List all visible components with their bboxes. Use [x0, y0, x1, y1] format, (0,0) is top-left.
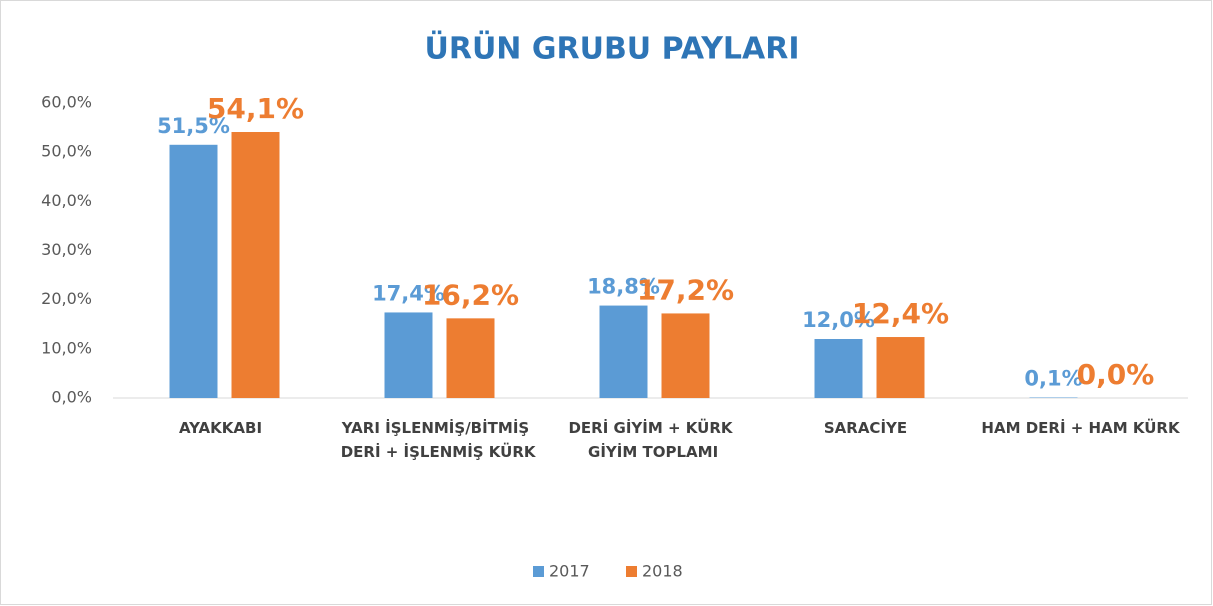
bar — [599, 305, 648, 398]
legend-label: 2018 — [642, 562, 683, 581]
data-label: 16,2% — [422, 278, 519, 311]
y-tick-label: 10,0% — [41, 338, 92, 357]
legend-swatch — [626, 566, 637, 577]
x-tick-label: YARI İŞLENMİŞ/BİTMİŞ DERİ + İŞLENMİŞ KÜR… — [335, 418, 536, 461]
bar — [169, 144, 218, 398]
data-label: 12,4% — [852, 297, 949, 330]
legend-label: 2017 — [549, 562, 590, 581]
y-tick-label: 20,0% — [41, 289, 92, 308]
data-label: 54,1% — [207, 92, 304, 125]
data-label: 0,0% — [1077, 358, 1155, 391]
y-tick-label: 30,0% — [41, 240, 92, 259]
x-tick-label: SARACİYE — [824, 418, 907, 437]
y-tick-label: 40,0% — [41, 191, 92, 210]
x-tick-label: AYAKKABI — [179, 419, 262, 437]
bar — [446, 318, 495, 398]
data-label: 18,8% — [587, 275, 660, 299]
y-tick-label: 50,0% — [41, 142, 92, 161]
bar — [661, 313, 710, 398]
data-label: 51,5% — [157, 114, 230, 138]
x-tick-label: DERİ GİYİM + KÜRK GİYİM TOPLAMI — [568, 418, 733, 461]
bar — [814, 339, 863, 398]
data-label: 17,4% — [372, 281, 445, 305]
legend-swatch — [533, 566, 544, 577]
data-label: 12,0% — [802, 308, 875, 332]
chart-title: ÜRÜN GRUBU PAYLARI — [424, 30, 799, 67]
y-tick-label: 60,0% — [41, 93, 92, 112]
data-label: 17,2% — [637, 273, 734, 306]
data-label: 0,1% — [1024, 367, 1082, 391]
bar — [384, 312, 433, 398]
bar — [231, 132, 280, 398]
bar — [876, 337, 925, 398]
x-tick-label: HAM DERİ + HAM KÜRK — [981, 418, 1181, 437]
y-tick-label: 0,0% — [51, 388, 92, 407]
